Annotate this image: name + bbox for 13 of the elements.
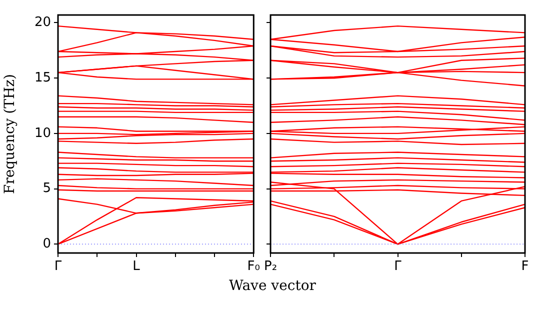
x-tick-label: F (521, 259, 529, 274)
y-axis-title: Frequency (THz) (2, 74, 18, 194)
y-tick-label: 10 (34, 126, 51, 141)
x-tick-label: L (132, 259, 141, 274)
x-axis-title: Wave vector (228, 278, 317, 294)
y-tick-label: 0 (42, 236, 51, 252)
y-tick-label: 20 (34, 15, 51, 30)
x-tick-label: F₀ (247, 259, 260, 274)
y-tick-label: 15 (34, 70, 51, 86)
y-tick-label: 5 (42, 181, 51, 196)
x-tick-label: Γ (54, 259, 62, 274)
x-tick-label: Γ (394, 259, 402, 274)
x-tick-label: P₂ (264, 259, 278, 274)
